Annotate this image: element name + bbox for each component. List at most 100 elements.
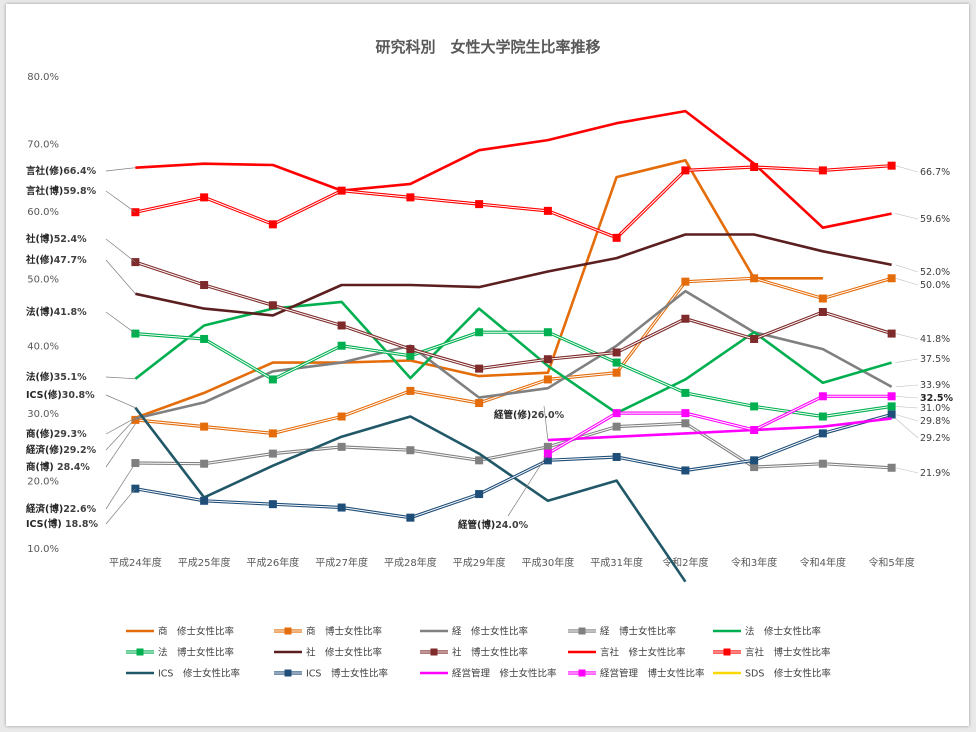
x-tick-label: 平成31年度 (590, 556, 643, 569)
right-annotation: 21.9% (920, 468, 950, 479)
right-annotation: 59.6% (920, 214, 950, 225)
legend-label: 経 修士女性比率 (452, 626, 529, 638)
data-point (681, 388, 690, 397)
series-path (134, 300, 892, 415)
leader-line (105, 376, 136, 380)
legend-item: 経 博士女性比率 (568, 626, 677, 638)
leader-line (895, 277, 919, 286)
series-line (547, 417, 892, 442)
series-line (135, 289, 893, 420)
data-point (612, 368, 621, 377)
x-tick-label: 令和3年度 (731, 556, 777, 569)
legend-label: ICS 修士女性比率 (158, 668, 240, 680)
data-point (750, 426, 759, 434)
series-path-inner (135, 422, 892, 469)
series-line (131, 161, 896, 242)
data-point (406, 345, 415, 354)
y-tick-label: 40.0% (27, 342, 59, 353)
x-tick-label: 平成26年度 (247, 556, 300, 569)
data-point (337, 412, 346, 421)
leader-line (895, 406, 919, 409)
legend-marker (430, 648, 438, 656)
data-point (612, 409, 621, 418)
data-point (612, 358, 621, 367)
left-annotation: 経済(博)22.6% (26, 503, 97, 515)
data-point (200, 422, 209, 431)
left-annotation: 経済(修)29.2% (26, 444, 97, 456)
right-annotation: 31.0% (920, 403, 950, 414)
left-annotation: 商(博) 28.4% (26, 461, 90, 473)
x-tick-label: 令和5年度 (868, 556, 914, 569)
data-point (681, 314, 690, 323)
series-path-inner (135, 165, 892, 239)
data-point (406, 446, 415, 455)
data-point (406, 193, 415, 202)
leader-line (895, 467, 919, 474)
series-line (131, 274, 896, 438)
data-point (818, 166, 827, 175)
leader-line (543, 405, 549, 441)
left-annotation: ICS(博) 18.8% (26, 518, 98, 530)
legend-label: 商 博士女性比率 (306, 626, 383, 638)
legend-marker (578, 627, 586, 635)
data-point (268, 375, 277, 384)
leader-line (895, 165, 919, 173)
legend-item: 法 博士女性比率 (126, 647, 235, 659)
data-point (475, 364, 484, 373)
series-line (131, 410, 896, 522)
legend-item: 経営管理 博士女性比率 (568, 668, 705, 680)
series-line (134, 159, 823, 420)
middle-annotation: 経管(修)26.0% (494, 409, 565, 421)
legend-label: ICS 博士女性比率 (306, 668, 388, 680)
series-path (134, 159, 823, 420)
legend-item: 経 修士女性比率 (420, 626, 529, 638)
data-point (750, 456, 759, 465)
data-point (268, 301, 277, 310)
y-tick-label: 10.0% (27, 544, 59, 555)
data-point (337, 503, 346, 512)
legend-marker (723, 648, 731, 656)
data-point (887, 402, 896, 411)
data-point (268, 429, 277, 438)
legend-item: ICS 博士女性比率 (274, 668, 388, 680)
data-point (337, 321, 346, 330)
legend-label: 法 博士女性比率 (158, 647, 235, 659)
left-annotation: 言社(博)59.8% (26, 185, 97, 197)
data-point (750, 163, 759, 172)
middle-annotation: 経管(博)24.0% (458, 519, 529, 531)
leader-line (895, 333, 919, 340)
data-point (681, 419, 690, 428)
series-line (131, 328, 896, 421)
leader-line (105, 190, 136, 213)
leader-line (895, 264, 919, 273)
data-point (612, 452, 621, 461)
legend-label: 社 博士女性比率 (452, 647, 529, 659)
leader-line (895, 358, 919, 363)
left-annotation: 社(修)47.7% (25, 254, 87, 266)
right-annotation: 52.0% (920, 267, 950, 278)
legend-item: 経営管理 修士女性比率 (420, 668, 557, 680)
left-annotation: 商(修)29.3% (26, 428, 87, 440)
data-point (612, 233, 621, 242)
data-point (681, 409, 690, 418)
leader-line (895, 418, 919, 439)
data-point (887, 410, 896, 419)
series-path (135, 109, 892, 229)
leader-line (105, 167, 136, 172)
leader-line (105, 418, 136, 451)
right-annotation: 50.0% (920, 280, 950, 291)
line-chart: 研究科別 女性大学院生比率推移 10.0% 20.0% 30.0% 40.0% 50.0… (25, 38, 953, 680)
legend-marker (578, 669, 586, 677)
data-point (200, 459, 209, 468)
legend-label: 経営管理 博士女性比率 (600, 668, 705, 680)
data-point (200, 334, 209, 343)
x-tick-label: 平成25年度 (178, 556, 231, 569)
series-path-inner (547, 395, 892, 455)
data-point (887, 392, 896, 401)
data-point (818, 459, 827, 468)
legend-item: SDS 修士女性比率 (713, 668, 831, 680)
series-path (135, 164, 892, 240)
legend-item: 法 修士女性比率 (713, 626, 822, 638)
series-line (135, 233, 892, 317)
data-point (887, 274, 896, 283)
